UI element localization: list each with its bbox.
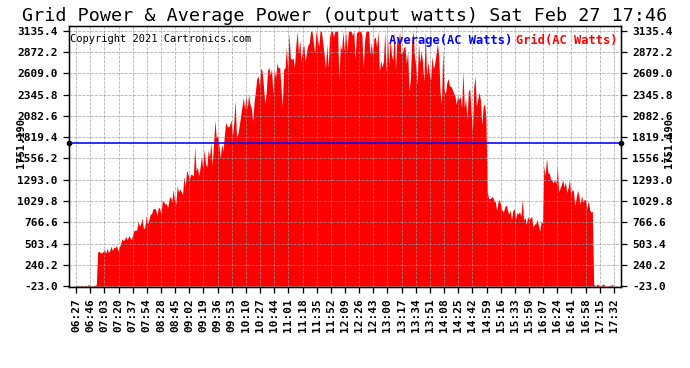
Text: Copyright 2021 Cartronics.com: Copyright 2021 Cartronics.com <box>70 33 251 43</box>
Text: Grid Power & Average Power (output watts) Sat Feb 27 17:46: Grid Power & Average Power (output watts… <box>22 7 668 25</box>
Text: 1751.190: 1751.190 <box>16 118 26 168</box>
Text: 1751.190: 1751.190 <box>664 118 674 168</box>
Text: Average(AC Watts): Average(AC Watts) <box>389 33 513 47</box>
Text: Grid(AC Watts): Grid(AC Watts) <box>516 33 618 47</box>
